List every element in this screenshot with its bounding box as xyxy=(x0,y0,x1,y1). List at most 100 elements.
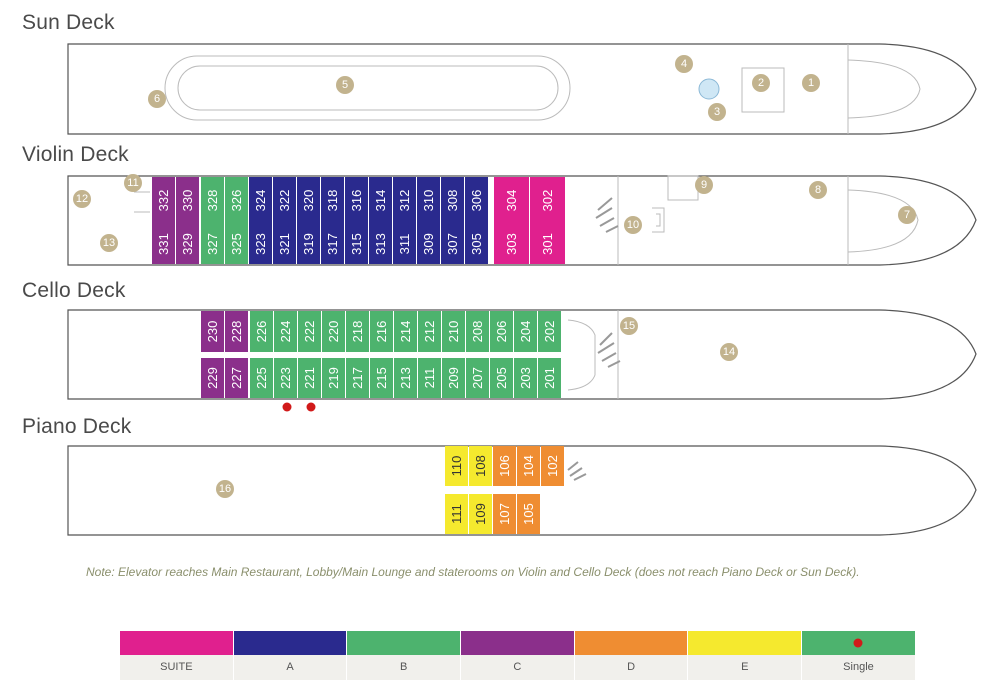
cabin-328[interactable]: 328 xyxy=(201,177,224,224)
legend-label-b: B xyxy=(347,655,462,680)
cabin-number: 328 xyxy=(205,190,220,212)
cabin-214[interactable]: 214 xyxy=(394,311,417,352)
cabin-304[interactable]: 304 xyxy=(494,177,529,224)
cabin-329[interactable]: 329 xyxy=(176,224,199,264)
cabin-223[interactable]: 223 xyxy=(274,358,297,398)
cabin-324[interactable]: 324 xyxy=(249,177,272,224)
cabin-319[interactable]: 319 xyxy=(297,224,320,264)
cabin-box xyxy=(370,358,393,398)
cabin-205[interactable]: 205 xyxy=(490,358,513,398)
cabin-230[interactable]: 230 xyxy=(201,311,224,352)
cabin-box xyxy=(225,177,248,224)
cabin-331[interactable]: 331 xyxy=(152,224,175,264)
cabin-number: 209 xyxy=(446,367,461,389)
marker-number: 9 xyxy=(701,179,707,191)
cabin-number: 228 xyxy=(229,321,244,343)
cabin-327[interactable]: 327 xyxy=(201,224,224,264)
cabin-105[interactable]: 105 xyxy=(517,494,540,534)
sun-deck-structure xyxy=(741,67,785,113)
cabin-213[interactable]: 213 xyxy=(394,358,417,398)
cabin-108[interactable]: 108 xyxy=(469,446,492,486)
cabin-302[interactable]: 302 xyxy=(530,177,565,224)
cabin-207[interactable]: 207 xyxy=(466,358,489,398)
cabin-306[interactable]: 306 xyxy=(465,177,488,224)
cabin-313[interactable]: 313 xyxy=(369,224,392,264)
cabin-number: 321 xyxy=(277,233,292,255)
marker-14: 14 xyxy=(720,343,738,361)
cabin-321[interactable]: 321 xyxy=(273,224,296,264)
cabin-312[interactable]: 312 xyxy=(393,177,416,224)
marker-15: 15 xyxy=(620,317,638,335)
cabin-111[interactable]: 111 xyxy=(445,494,468,534)
cabin-311[interactable]: 311 xyxy=(393,224,416,264)
cabin-303[interactable]: 303 xyxy=(494,224,529,264)
cabin-316[interactable]: 316 xyxy=(345,177,368,224)
cabin-203[interactable]: 203 xyxy=(514,358,537,398)
cabin-224[interactable]: 224 xyxy=(274,311,297,352)
cabin-318[interactable]: 318 xyxy=(321,177,344,224)
marker-circle xyxy=(708,103,726,121)
cabin-109[interactable]: 109 xyxy=(469,494,492,534)
cabin-212[interactable]: 212 xyxy=(418,311,441,352)
cabin-229[interactable]: 229 xyxy=(201,358,224,398)
cabin-box xyxy=(490,358,513,398)
cabin-216[interactable]: 216 xyxy=(370,311,393,352)
cabin-box xyxy=(517,494,540,534)
cabin-332[interactable]: 332 xyxy=(152,177,175,224)
cabin-201[interactable]: 201 xyxy=(538,358,561,398)
cabin-228[interactable]: 228 xyxy=(225,311,248,352)
cabin-320[interactable]: 320 xyxy=(297,177,320,224)
cabin-number: 301 xyxy=(540,233,555,255)
cabin-204[interactable]: 204 xyxy=(514,311,537,352)
cabin-323[interactable]: 323 xyxy=(249,224,272,264)
cabin-325[interactable]: 325 xyxy=(225,224,248,264)
cabin-308[interactable]: 308 xyxy=(441,177,464,224)
cabin-102[interactable]: 102 xyxy=(541,446,564,486)
cabin-310[interactable]: 310 xyxy=(417,177,440,224)
cabin-215[interactable]: 215 xyxy=(370,358,393,398)
cabin-218[interactable]: 218 xyxy=(346,311,369,352)
cabin-227[interactable]: 227 xyxy=(225,358,248,398)
cabin-220[interactable]: 220 xyxy=(322,311,345,352)
cabin-number: 312 xyxy=(397,190,412,212)
cabin-box xyxy=(297,224,320,264)
cabin-202[interactable]: 202 xyxy=(538,311,561,352)
legend: SUITE A B C D E Single xyxy=(120,631,916,680)
cabin-box xyxy=(393,177,416,224)
cabin-309[interactable]: 309 xyxy=(417,224,440,264)
cabin-210[interactable]: 210 xyxy=(442,311,465,352)
cabin-107[interactable]: 107 xyxy=(493,494,516,534)
cabin-219[interactable]: 219 xyxy=(322,358,345,398)
cabin-number: 108 xyxy=(473,455,488,477)
cabin-226[interactable]: 226 xyxy=(250,311,273,352)
legend-b: B xyxy=(347,631,462,680)
cabin-322[interactable]: 322 xyxy=(273,177,296,224)
cabin-301[interactable]: 301 xyxy=(530,224,565,264)
cabin-104[interactable]: 104 xyxy=(517,446,540,486)
cabin-307[interactable]: 307 xyxy=(441,224,464,264)
walking-track-inner xyxy=(177,65,559,111)
cabin-326[interactable]: 326 xyxy=(225,177,248,224)
cabin-110[interactable]: 110 xyxy=(445,446,468,486)
cabin-314[interactable]: 314 xyxy=(369,177,392,224)
cabin-330[interactable]: 330 xyxy=(176,177,199,224)
cabin-box xyxy=(418,311,441,352)
marker-10: 10 xyxy=(624,216,642,234)
cabin-209[interactable]: 209 xyxy=(442,358,465,398)
cabin-211[interactable]: 211 xyxy=(418,358,441,398)
cabin-315[interactable]: 315 xyxy=(345,224,368,264)
cabin-number: 319 xyxy=(301,233,316,255)
cabin-222[interactable]: 222 xyxy=(298,311,321,352)
cabin-317[interactable]: 317 xyxy=(321,224,344,264)
cabin-box xyxy=(250,358,273,398)
cabin-225[interactable]: 225 xyxy=(250,358,273,398)
cabin-221[interactable]: 221 xyxy=(298,358,321,398)
cabin-box xyxy=(469,446,492,486)
cabin-208[interactable]: 208 xyxy=(466,311,489,352)
cabin-106[interactable]: 106 xyxy=(493,446,516,486)
marker-circle xyxy=(100,234,118,252)
cabin-217[interactable]: 217 xyxy=(346,358,369,398)
cabin-305[interactable]: 305 xyxy=(465,224,488,264)
cello-deck-hull xyxy=(67,309,977,400)
cabin-206[interactable]: 206 xyxy=(490,311,513,352)
